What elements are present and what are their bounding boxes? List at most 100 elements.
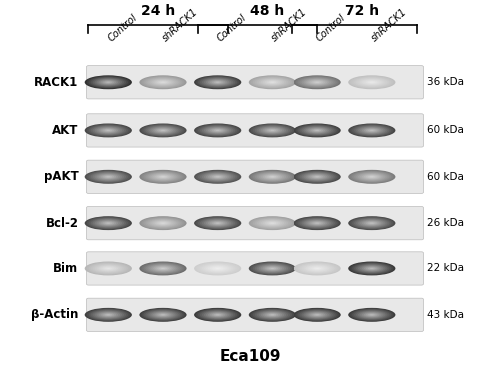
Ellipse shape (260, 265, 284, 272)
Ellipse shape (208, 174, 228, 180)
Ellipse shape (90, 77, 126, 87)
Ellipse shape (366, 221, 378, 225)
Ellipse shape (315, 82, 319, 83)
Ellipse shape (315, 130, 319, 131)
Ellipse shape (262, 79, 282, 85)
Text: 43 kDa: 43 kDa (426, 310, 464, 320)
Ellipse shape (360, 79, 384, 86)
Ellipse shape (142, 262, 184, 275)
Ellipse shape (210, 80, 226, 85)
Ellipse shape (358, 265, 386, 273)
Ellipse shape (258, 311, 286, 319)
Ellipse shape (200, 77, 235, 87)
Ellipse shape (254, 310, 290, 320)
Ellipse shape (348, 75, 396, 89)
Ellipse shape (155, 80, 171, 85)
Ellipse shape (358, 219, 386, 227)
Text: Control: Control (106, 12, 139, 43)
Ellipse shape (147, 218, 178, 228)
Ellipse shape (84, 216, 132, 230)
Text: β-Actin: β-Actin (31, 308, 78, 321)
Ellipse shape (149, 311, 177, 319)
Ellipse shape (348, 308, 396, 322)
Ellipse shape (157, 267, 169, 270)
Ellipse shape (366, 175, 378, 179)
Ellipse shape (98, 220, 118, 226)
Ellipse shape (310, 266, 325, 271)
Ellipse shape (356, 126, 388, 135)
Ellipse shape (249, 124, 296, 137)
FancyBboxPatch shape (86, 160, 423, 193)
Ellipse shape (270, 314, 274, 315)
Ellipse shape (302, 172, 333, 182)
Ellipse shape (94, 173, 122, 181)
Ellipse shape (311, 313, 323, 317)
Ellipse shape (198, 125, 237, 136)
Ellipse shape (212, 221, 224, 225)
Text: Control: Control (215, 12, 248, 43)
Ellipse shape (270, 268, 274, 269)
Ellipse shape (352, 309, 392, 321)
Ellipse shape (161, 82, 165, 83)
Ellipse shape (370, 268, 374, 269)
Ellipse shape (366, 129, 378, 132)
Ellipse shape (142, 124, 184, 137)
Ellipse shape (212, 129, 224, 132)
Ellipse shape (210, 313, 226, 317)
Ellipse shape (250, 308, 294, 321)
Ellipse shape (362, 79, 382, 85)
Ellipse shape (348, 124, 396, 137)
Ellipse shape (159, 81, 167, 83)
Ellipse shape (140, 124, 186, 137)
Ellipse shape (151, 220, 175, 227)
Ellipse shape (252, 309, 292, 321)
Ellipse shape (102, 221, 114, 225)
Ellipse shape (294, 262, 341, 275)
Ellipse shape (298, 171, 337, 183)
Ellipse shape (315, 268, 319, 269)
Ellipse shape (304, 173, 331, 181)
Ellipse shape (90, 263, 126, 274)
Ellipse shape (206, 220, 230, 227)
Ellipse shape (204, 78, 232, 86)
Ellipse shape (104, 81, 112, 83)
Ellipse shape (98, 128, 118, 133)
Ellipse shape (214, 176, 222, 178)
Ellipse shape (249, 170, 296, 184)
Ellipse shape (364, 313, 380, 317)
Ellipse shape (84, 75, 132, 89)
Ellipse shape (196, 217, 240, 230)
Ellipse shape (155, 128, 171, 133)
Ellipse shape (300, 77, 335, 87)
Ellipse shape (202, 218, 234, 228)
Ellipse shape (352, 217, 392, 229)
Ellipse shape (266, 313, 278, 317)
Ellipse shape (306, 127, 329, 134)
Ellipse shape (362, 266, 382, 271)
Ellipse shape (294, 308, 341, 322)
Ellipse shape (370, 82, 374, 83)
Ellipse shape (252, 263, 292, 274)
Ellipse shape (149, 126, 177, 134)
Ellipse shape (196, 124, 240, 137)
Ellipse shape (315, 314, 319, 315)
Ellipse shape (153, 128, 173, 133)
Ellipse shape (356, 172, 388, 182)
Ellipse shape (206, 265, 230, 272)
Ellipse shape (313, 176, 321, 178)
Ellipse shape (262, 128, 282, 133)
Ellipse shape (313, 314, 321, 316)
Text: 22 kDa: 22 kDa (426, 263, 464, 273)
Ellipse shape (354, 263, 390, 274)
Ellipse shape (198, 263, 237, 274)
Ellipse shape (155, 221, 171, 225)
Ellipse shape (368, 222, 376, 224)
Ellipse shape (264, 80, 280, 85)
Ellipse shape (94, 126, 122, 134)
Ellipse shape (208, 266, 228, 271)
Text: shRACK1: shRACK1 (370, 7, 408, 43)
Text: Control: Control (314, 12, 348, 43)
Ellipse shape (84, 124, 132, 137)
Ellipse shape (200, 125, 235, 136)
Ellipse shape (100, 313, 116, 317)
